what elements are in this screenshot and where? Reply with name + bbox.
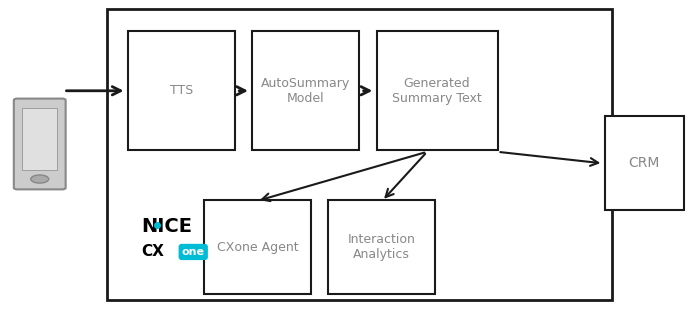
Circle shape xyxy=(31,175,48,183)
FancyBboxPatch shape xyxy=(22,108,57,170)
FancyBboxPatch shape xyxy=(14,99,66,189)
Text: Interaction
Analytics: Interaction Analytics xyxy=(348,233,416,261)
FancyBboxPatch shape xyxy=(204,200,311,294)
Text: TTS: TTS xyxy=(170,84,193,97)
FancyBboxPatch shape xyxy=(377,31,498,150)
FancyBboxPatch shape xyxy=(107,9,612,300)
Text: Generated
Summary Text: Generated Summary Text xyxy=(392,77,482,105)
Text: one: one xyxy=(182,247,205,257)
Text: AutoSummary
Model: AutoSummary Model xyxy=(261,77,350,105)
FancyBboxPatch shape xyxy=(328,200,435,294)
FancyBboxPatch shape xyxy=(128,31,235,150)
Text: NICE: NICE xyxy=(142,218,193,236)
Text: CX: CX xyxy=(142,244,164,259)
FancyBboxPatch shape xyxy=(605,116,684,210)
Text: CXone Agent: CXone Agent xyxy=(216,241,299,254)
Text: CRM: CRM xyxy=(629,156,660,170)
FancyBboxPatch shape xyxy=(252,31,359,150)
